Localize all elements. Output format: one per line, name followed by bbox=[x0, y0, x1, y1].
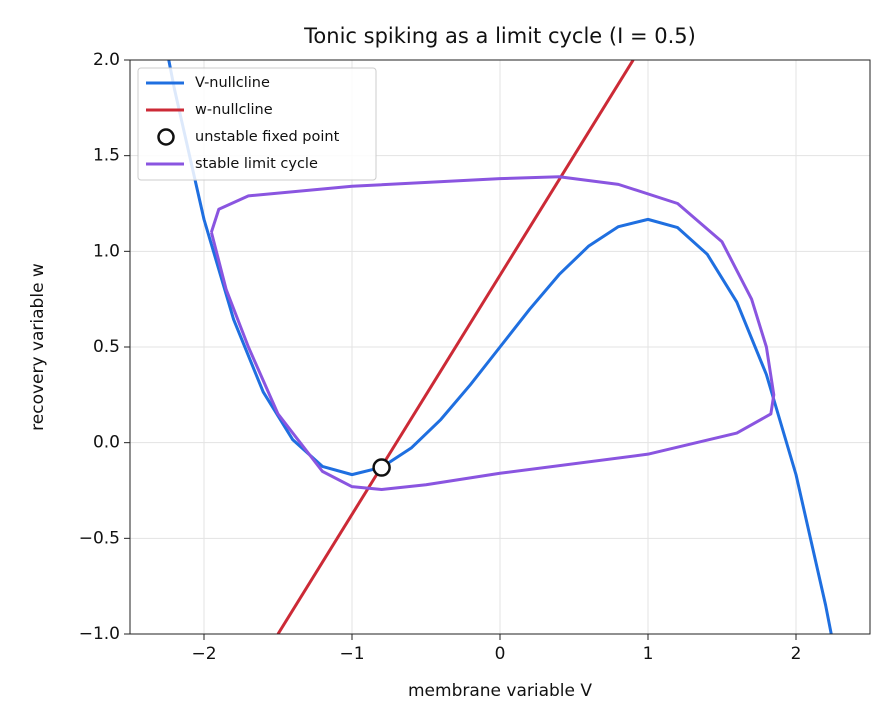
series-line bbox=[276, 60, 635, 634]
legend-label: V-nullcline bbox=[195, 75, 270, 91]
y-tick-label: 0.5 bbox=[93, 337, 120, 357]
x-tick-label: 2 bbox=[791, 644, 802, 664]
legend-marker bbox=[157, 128, 175, 146]
fixed-point bbox=[372, 458, 391, 477]
plot-area bbox=[167, 60, 833, 634]
legend-box bbox=[137, 67, 377, 181]
x-tick-label: 1 bbox=[643, 644, 654, 664]
y-tick-label: 2.0 bbox=[93, 50, 120, 70]
y-tick-label: 0.0 bbox=[93, 433, 120, 453]
x-tick-label: 0 bbox=[495, 644, 506, 664]
x-axis-label: membrane variable V bbox=[408, 681, 592, 701]
legend-label: stable limit cycle bbox=[195, 156, 318, 172]
x-tick-label: −2 bbox=[191, 644, 216, 664]
series-line bbox=[167, 60, 833, 634]
chart-title: Tonic spiking as a limit cycle (I = 0.5) bbox=[303, 24, 696, 48]
y-tick-label: −1.0 bbox=[79, 624, 120, 644]
y-tick-label: 1.0 bbox=[93, 241, 120, 261]
ticks: −2 −1 0 1 2 −1.0 −0.5 0.0 0.5 1.0 1.5 2.0 bbox=[79, 50, 802, 664]
legend-label: w-nullcline bbox=[195, 102, 273, 118]
legend-label: unstable fixed point bbox=[195, 129, 340, 145]
y-axis-label: recovery variable w bbox=[28, 263, 48, 431]
y-tick-label: −0.5 bbox=[79, 528, 120, 548]
x-tick-label: −1 bbox=[339, 644, 364, 664]
y-tick-label: 1.5 bbox=[93, 146, 120, 166]
legend: V-nullcline w-nullcline unstable fixed poi… bbox=[137, 67, 377, 181]
series-line bbox=[209, 175, 776, 492]
